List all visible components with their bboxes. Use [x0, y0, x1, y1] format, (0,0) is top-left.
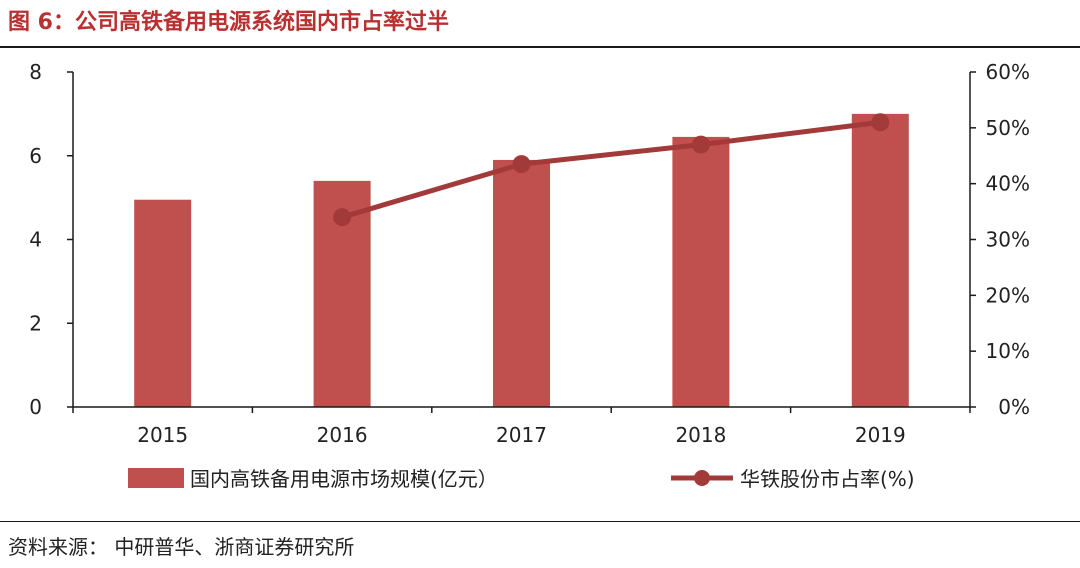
x-tick-label-2017: 2017: [496, 423, 547, 447]
figure-title: 图 6：公司高铁备用电源系统国内市占率过半: [8, 10, 449, 35]
bar-series-market-size: [134, 113, 909, 407]
bar-2017: [493, 159, 550, 407]
share-point-2018: [691, 135, 710, 154]
x-tick-label-2019: 2019: [855, 423, 906, 447]
y-right-tick-label: 50%: [986, 116, 1030, 140]
share-point-2016: [333, 208, 352, 227]
bar-2015: [134, 199, 192, 407]
x-tick-label-2018: 2018: [675, 423, 726, 447]
y-left-tick-label: 6: [29, 144, 42, 168]
y-right-tick-label: 40%: [986, 172, 1030, 196]
y-left-tick-label: 2: [29, 311, 42, 335]
legend-swatch-bar: [128, 468, 184, 488]
line-series-market-share: [333, 113, 890, 227]
y-right-tick-label: 10%: [986, 339, 1030, 363]
legend-label-bar: 国内高铁备用电源市场规模(亿元）: [190, 467, 498, 491]
source-note: 资料来源： 中研普华、浙商证券研究所: [8, 535, 355, 559]
share-line: [341, 119, 881, 220]
share-point-2017: [512, 155, 531, 174]
y-right-tick-label: 0%: [998, 395, 1030, 419]
axes: 0 2 4 6 8 0% 10% 20% 30% 40% 50% 60% 2015 2016 2017 201…: [29, 60, 1030, 447]
y-left-tick-label: 0: [29, 395, 42, 419]
title-rule: [0, 46, 1080, 48]
y-right-tick-label: 20%: [986, 283, 1030, 307]
y-left-tick-label: 8: [29, 60, 42, 84]
y-right-tick-label: 30%: [986, 228, 1030, 252]
legend: 国内高铁备用电源市场规模(亿元） 华铁股份市占率(%): [128, 467, 915, 491]
legend-swatch-marker: [694, 470, 710, 486]
x-tick-label-2016: 2016: [317, 423, 368, 447]
bar-2018: [672, 136, 730, 407]
y-left-tick-label: 4: [29, 228, 42, 252]
y-right-tick-label: 60%: [986, 60, 1030, 84]
x-tick-label-2015: 2015: [137, 423, 188, 447]
source-rule: [0, 521, 1080, 522]
bar-2019: [851, 113, 909, 407]
share-point-2019: [871, 113, 890, 132]
legend-label-line: 华铁股份市占率(%): [740, 467, 915, 491]
combo-chart: 0 2 4 6 8 0% 10% 20% 30% 40% 50% 60% 2015 2016 2017 201…: [29, 60, 1030, 491]
